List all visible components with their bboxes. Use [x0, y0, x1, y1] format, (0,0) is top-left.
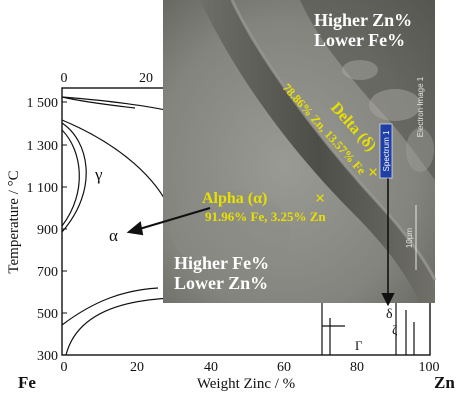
delta-boundary — [61, 96, 136, 109]
alpha-phase-label: Alpha (α) — [202, 190, 267, 207]
y-axis-label: Temperature / °C — [6, 170, 22, 273]
delta-arrowhead — [381, 293, 395, 307]
bottom-note-line1: Higher Fe% — [174, 253, 269, 273]
x-tick-label: 0 — [61, 360, 68, 375]
scale-bar-label: 10µm — [405, 228, 414, 249]
top-x-tick-labels: 0 20 — [61, 71, 154, 86]
delta-marker: × — [368, 162, 378, 182]
bottom-note-line2: Lower Zn% — [174, 273, 268, 293]
alpha-marker: × — [315, 188, 325, 208]
bottom-x-tick-labels: 0 20 40 60 80 100 — [61, 360, 440, 375]
y-tick-label: 500 — [37, 307, 58, 322]
solvus-lower — [61, 287, 159, 326]
y-tick-label: 300 — [37, 349, 58, 364]
y-tick-label: 700 — [37, 265, 58, 280]
element-label-fe: Fe — [18, 373, 36, 392]
y-tick-label: 900 — [37, 223, 58, 238]
y-tick-label: 1 500 — [27, 96, 59, 111]
electron-image-label: Electron Image 1 — [416, 76, 425, 137]
gamma-loop-outer — [61, 122, 87, 233]
x-tick-label: 40 — [204, 360, 218, 375]
y-axis-ticks — [62, 101, 67, 314]
sem-micrograph — [163, 0, 437, 303]
x-tick-label: 80 — [350, 360, 364, 375]
phase-label-gamma: γ — [94, 165, 103, 184]
top-x-tick-label: 20 — [139, 71, 153, 86]
gamma-loop-inner — [61, 129, 80, 227]
x-tick-label: 100 — [419, 360, 440, 375]
zinc-rich-phases — [321, 300, 415, 355]
element-label-zn: Zn — [434, 373, 455, 392]
alpha-gamma-boundary — [61, 119, 169, 206]
annotation-arrows — [126, 168, 395, 307]
phase-label-delta-small: δ — [386, 307, 393, 322]
alpha-composition: 91.96% Fe, 3.25% Zn — [205, 209, 326, 224]
x-axis-label: Weight Zinc / % — [197, 376, 295, 392]
phase-label-zeta-small: ζ — [392, 322, 398, 337]
x-tick-label: 60 — [277, 360, 291, 375]
alpha-arrow — [135, 207, 211, 231]
spectrum-marker: Spectrum 1 — [379, 123, 393, 179]
y-tick-label: 1 100 — [27, 181, 59, 196]
x-tick-label: 20 — [130, 360, 144, 375]
top-x-tick-label: 0 — [61, 71, 68, 86]
top-note-line2: Lower Fe% — [314, 30, 405, 50]
spectrum-label: Spectrum 1 — [382, 130, 391, 171]
top-note-line1: Higher Zn% — [314, 10, 412, 30]
y-axis-tick-labels: 1 500 1 300 1 100 900 700 500 300 — [27, 96, 59, 364]
y-tick-label: 1 300 — [27, 139, 59, 154]
solvus-base — [65, 297, 176, 356]
phase-label-alpha: α — [109, 226, 118, 245]
alpha-arrowhead — [126, 221, 144, 236]
phase-label-gamma-small: Γ — [355, 338, 363, 353]
